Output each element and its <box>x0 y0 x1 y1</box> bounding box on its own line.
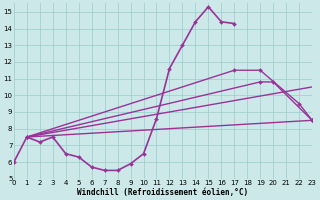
X-axis label: Windchill (Refroidissement éolien,°C): Windchill (Refroidissement éolien,°C) <box>77 188 249 197</box>
